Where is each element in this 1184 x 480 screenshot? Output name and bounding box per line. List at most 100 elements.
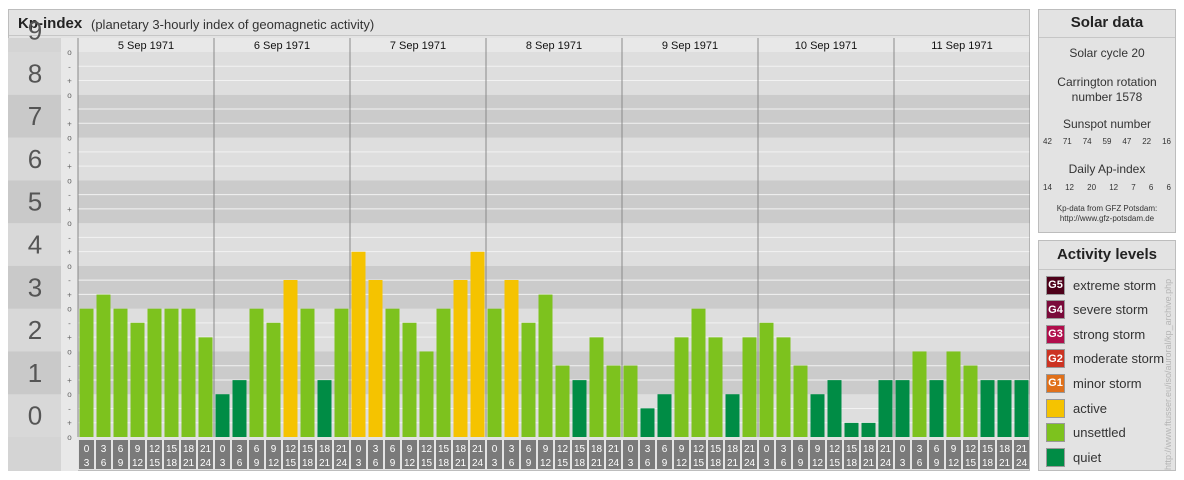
sunspot-values: 42 71 74 59 47 22 16 [1043, 137, 1171, 149]
hour-label-start: 15 [302, 444, 314, 455]
ap-values: 14 12 20 12 7 6 6 [1043, 183, 1171, 195]
kp-band [78, 223, 1030, 266]
minor-tick-label: - [68, 191, 71, 200]
kp-bar [555, 365, 570, 437]
y-tick-label: 6 [28, 144, 42, 174]
hour-label-start: 3 [237, 444, 243, 455]
hour-label-end: 21 [319, 458, 331, 469]
kp-bar [844, 422, 859, 437]
y-band [8, 137, 61, 181]
hour-label-end: 15 [421, 458, 433, 469]
hour-box [96, 440, 111, 469]
kp-bar [215, 394, 230, 437]
legend-label: minor storm [1073, 375, 1142, 391]
legend-swatch: G4 [1046, 300, 1065, 320]
hour-label-start: 21 [472, 444, 484, 455]
day-label: 5 Sep 1971 [118, 40, 174, 52]
y-tick-label: 5 [28, 187, 42, 217]
hour-label-start: 15 [166, 444, 178, 455]
kp-bar [147, 308, 162, 437]
hour-label-start: 3 [101, 444, 107, 455]
hour-label-start: 21 [880, 444, 892, 455]
hour-box [810, 440, 825, 469]
hour-label-start: 3 [509, 444, 515, 455]
hour-label-end: 24 [608, 458, 620, 469]
hour-box [300, 440, 315, 469]
hour-label-end: 15 [829, 458, 841, 469]
day-label: 7 Sep 1971 [390, 40, 446, 52]
hour-box [606, 440, 621, 469]
hour-box [997, 440, 1012, 469]
kp-chart-svg: 5 Sep 1971 6 Sep 1971 7 Sep 1971 8 Sep 1971… [8, 16, 1030, 471]
hour-box [215, 440, 230, 469]
hour-label-end: 9 [798, 458, 804, 469]
hour-box [980, 440, 995, 469]
hour-box [470, 440, 485, 469]
hour-box [708, 440, 723, 469]
legend-label: unsettled [1073, 425, 1126, 441]
kp-bar [980, 380, 995, 437]
hour-label-start: 18 [319, 444, 331, 455]
minor-tick-label: + [67, 77, 72, 86]
hour-label-start: 21 [1016, 444, 1028, 455]
solar-data-panel: Solar data Solar cycle 20 Carrington rot… [1038, 9, 1176, 233]
minor-tick-label: - [68, 319, 71, 328]
source-line1: Kp-data from GFZ Potsdam: [1056, 204, 1158, 213]
kp-bar [538, 294, 553, 437]
hour-box [351, 440, 366, 469]
legend-label: active [1073, 400, 1107, 416]
hour-box [861, 440, 876, 469]
kp-bar [963, 365, 978, 437]
y-tick-label: 2 [28, 315, 42, 345]
y-band [8, 52, 61, 95]
hour-label-end: 15 [557, 458, 569, 469]
hour-label-start: 0 [220, 444, 226, 455]
kp-bar [198, 337, 213, 437]
hour-box [963, 440, 978, 469]
hour-label-start: 0 [764, 444, 770, 455]
kp-bar [368, 280, 383, 437]
hour-label-start: 12 [285, 444, 297, 455]
activity-levels-title: Activity levels [1056, 246, 1158, 263]
kp-band [78, 94, 1030, 138]
hour-box [725, 440, 740, 469]
kp-bar [266, 322, 281, 437]
day-label: 9 Sep 1971 [662, 40, 718, 52]
hour-label-start: 6 [934, 444, 940, 455]
hour-label-end: 24 [472, 458, 484, 469]
ap-value: 20 [1087, 183, 1097, 192]
legend-label: severe storm [1073, 302, 1149, 318]
hour-label-start: 21 [200, 444, 212, 455]
minor-tick-label: o [67, 305, 72, 314]
hour-label-end: 3 [220, 458, 226, 469]
hour-box [334, 440, 349, 469]
hour-label-start: 12 [557, 444, 569, 455]
day-label: 6 Sep 1971 [254, 40, 310, 52]
kp-bar [997, 380, 1012, 437]
minor-tick-label: o [67, 91, 72, 100]
kp-bar [504, 280, 519, 437]
hour-box [776, 440, 791, 469]
minor-tick-label: - [68, 362, 71, 371]
kp-bar [929, 380, 944, 437]
y-tick-label: 1 [28, 358, 42, 388]
y-tick-label: 4 [28, 230, 42, 260]
kp-band [78, 265, 1030, 309]
kp-bar [793, 365, 808, 437]
hour-label-start: 6 [798, 444, 804, 455]
hour-box [640, 440, 655, 469]
kp-bar [283, 280, 298, 437]
day-label: 11 Sep 1971 [931, 40, 993, 52]
sunspot-value: 47 [1122, 137, 1132, 146]
hour-box [742, 440, 757, 469]
legend-swatch [1046, 447, 1065, 467]
credit-url: http://www.ftusser.eu/iso/auroral/kp_arc… [1163, 278, 1173, 470]
kp-bar [946, 351, 961, 437]
hour-box [555, 440, 570, 469]
legend-item: active [1046, 398, 1107, 418]
hour-label-end: 12 [812, 458, 824, 469]
hour-label-end: 18 [438, 458, 450, 469]
hour-box [232, 440, 247, 469]
hour-label-end: 12 [948, 458, 960, 469]
minor-tick-label: o [67, 134, 72, 143]
